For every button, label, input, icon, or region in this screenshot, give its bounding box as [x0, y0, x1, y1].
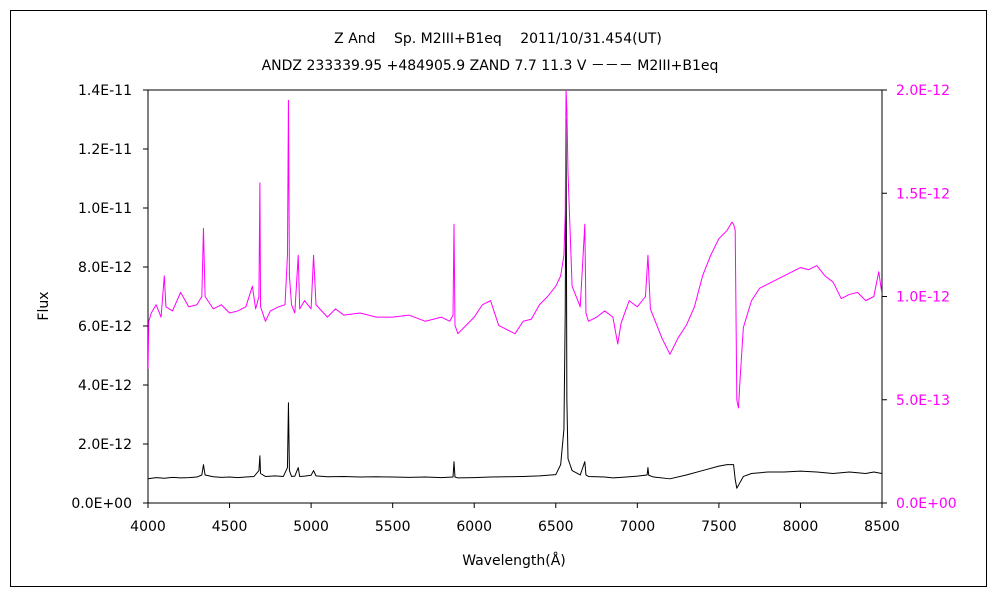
- y2-tick-label: 0.0E+00: [896, 496, 957, 512]
- x-tick-label: 6000: [456, 519, 492, 535]
- chart-frame: [10, 10, 987, 587]
- y-tick-label: 4.0E-12: [78, 378, 132, 394]
- y-axis-label: Flux: [36, 291, 52, 320]
- chart-subtitle: ANDZ 233339.95 +484905.9 ZAND 7.7 11.3 V…: [262, 58, 719, 74]
- y2-tick-label: 2.0E-12: [896, 83, 950, 99]
- chart-title: Z And Sp. M2III+B1eq 2011/10/31.454(UT): [334, 31, 662, 47]
- y2-tick-label: 5.0E-13: [896, 393, 950, 409]
- x-tick-label: 4000: [130, 519, 166, 535]
- x-tick-label: 5000: [293, 519, 329, 535]
- y2-tick-label: 1.5E-12: [896, 186, 950, 202]
- y-tick-label: 1.2E-11: [78, 142, 132, 158]
- x-tick-label: 7000: [620, 519, 656, 535]
- series-line-magenta: [148, 90, 882, 409]
- y2-tick-label: 1.0E-12: [896, 290, 950, 306]
- x-tick-label: 8500: [864, 519, 900, 535]
- y-tick-label: 1.4E-11: [78, 83, 132, 99]
- series-line-black: [148, 119, 882, 489]
- x-tick-label: 5500: [375, 519, 411, 535]
- plot-area: [147, 89, 883, 504]
- y-tick-label: 8.0E-12: [78, 260, 132, 276]
- x-axis-label: Wavelength(Å): [462, 552, 566, 569]
- x-tick-label: 4500: [212, 519, 248, 535]
- y-tick-label: 2.0E-12: [78, 437, 132, 453]
- x-tick-label: 7500: [701, 519, 737, 535]
- y-tick-label: 6.0E-12: [78, 319, 132, 335]
- y-tick-label: 1.0E-11: [78, 201, 132, 217]
- y-tick-label: 0.0E+00: [71, 496, 132, 512]
- x-tick-label: 8000: [783, 519, 819, 535]
- x-tick-label: 6500: [538, 519, 574, 535]
